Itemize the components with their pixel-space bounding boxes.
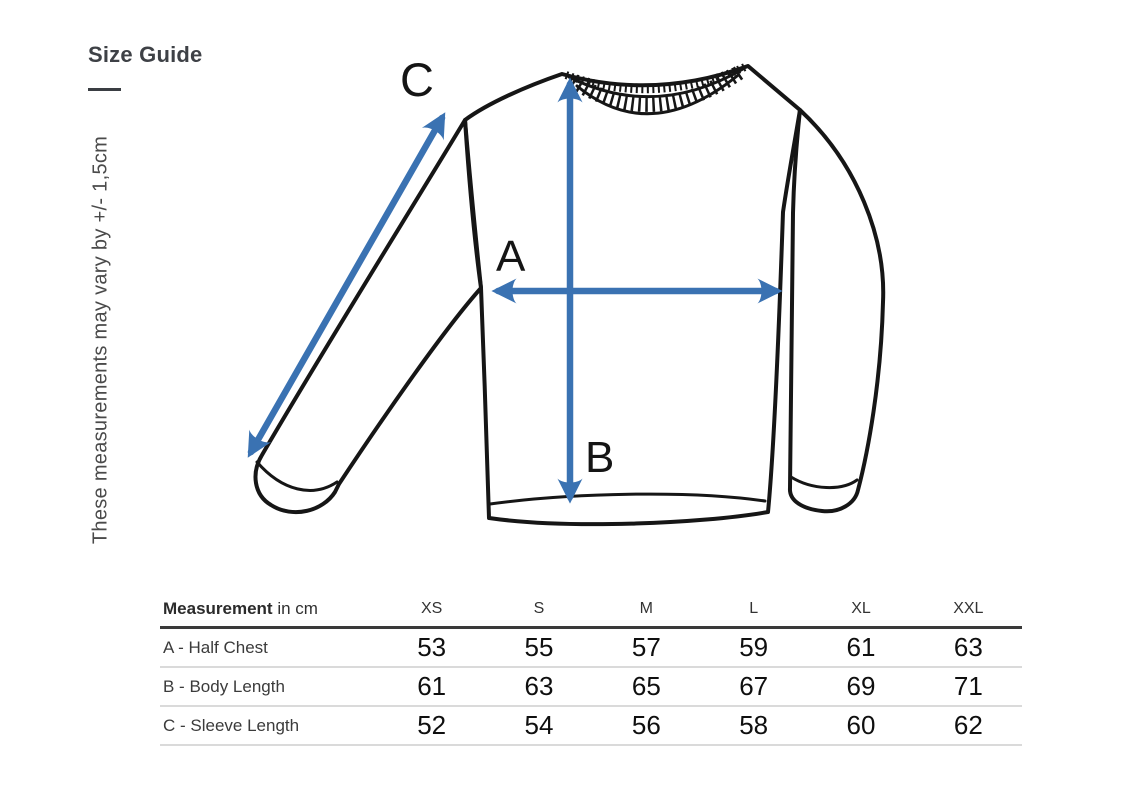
collar-rib-hatching [568, 65, 745, 112]
header-unit: in cm [277, 599, 318, 618]
value-cell: 62 [953, 710, 983, 740]
value-cell: 60 [846, 710, 876, 740]
value-cell: 56 [631, 710, 661, 740]
header-size-l: L [749, 600, 759, 617]
sweater-body-outline [463, 64, 802, 527]
value-cell: 67 [739, 671, 769, 701]
table-row-half-chest: A - Half Chest 53 55 57 59 61 63 [160, 629, 1022, 668]
page-title: Size Guide [88, 42, 203, 67]
value-cell: 58 [739, 710, 769, 740]
value-cell: 71 [953, 671, 983, 701]
collar-inner-arc [567, 67, 745, 99]
value-cell: 65 [631, 671, 661, 701]
size-table: Measurement in cm XS S M L XL XXL A - Ha… [160, 592, 1022, 746]
header-size-xl: XL [851, 600, 871, 617]
sweater-left-sleeve [253, 118, 483, 515]
collar-outer-arc [575, 74, 739, 116]
label-c: C [400, 53, 434, 106]
value-cell: 59 [739, 632, 769, 662]
value-cell: 54 [524, 710, 554, 740]
size-table-header: Measurement in cm XS S M L XL XXL [160, 592, 1022, 629]
value-cell: 69 [846, 671, 876, 701]
table-row-sleeve-length: C - Sleeve Length 52 54 56 58 60 62 [160, 707, 1022, 746]
header-measurement: Measurement in cm [160, 599, 378, 619]
hem-band-line [488, 492, 767, 506]
collar-top-hatching [564, 63, 747, 94]
value-cell: 61 [846, 632, 876, 662]
arrow-sleeve-length-c [247, 112, 446, 458]
value-cell: 63 [524, 671, 554, 701]
title-underline [88, 88, 121, 91]
tolerance-note: These measurements may vary by +/- 1,5cm [89, 135, 112, 545]
header-measurement-bold: Measurement [163, 599, 273, 618]
value-cell: 55 [524, 632, 554, 662]
header-size-xs: XS [420, 600, 443, 617]
sweater-measurement-diagram: C A B [247, 53, 886, 527]
left-cuff-seam [255, 460, 339, 492]
value-cell: 52 [417, 710, 447, 740]
row-label: C - Sleeve Length [163, 715, 300, 735]
right-cuff-seam [789, 475, 859, 490]
value-cell: 53 [417, 632, 447, 662]
label-a: A [496, 232, 526, 281]
sweater-right-sleeve [788, 108, 886, 514]
header-size-s: S [533, 600, 545, 617]
value-cell: 57 [631, 632, 661, 662]
value-cell: 61 [417, 671, 447, 701]
row-label: A - Half Chest [163, 637, 268, 657]
label-b: B [585, 433, 614, 482]
row-label: B - Body Length [163, 676, 285, 696]
header-size-m: M [639, 600, 653, 617]
table-row-body-length: B - Body Length 61 63 65 67 69 71 [160, 668, 1022, 707]
value-cell: 63 [953, 632, 983, 662]
header-size-xxl: XXL [953, 600, 984, 617]
